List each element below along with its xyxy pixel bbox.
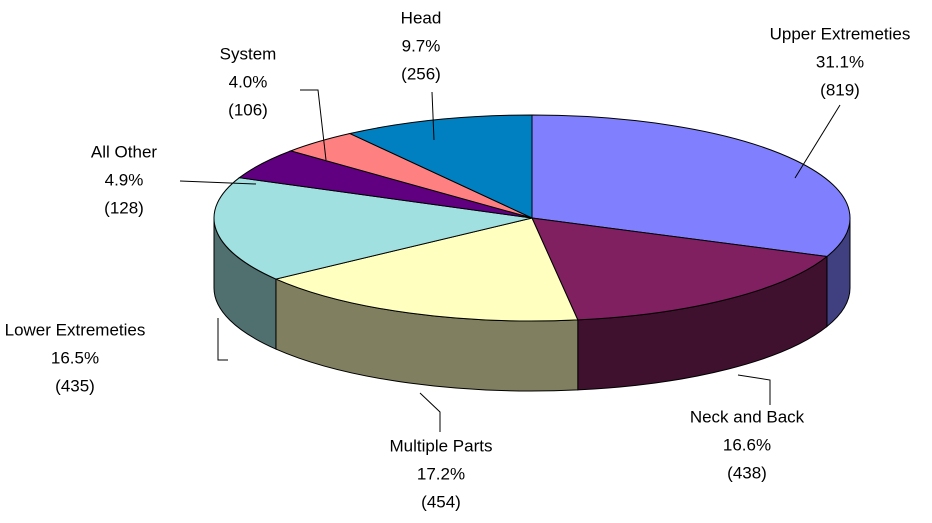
leader-line — [431, 91, 435, 141]
slice-label: Multiple Parts — [390, 436, 493, 455]
count-label: (438) — [727, 463, 767, 482]
slice-label: Neck and Back — [690, 407, 805, 426]
slice — [274, 217, 579, 322]
leader-line — [419, 392, 441, 432]
count-label: (256) — [401, 64, 441, 83]
slice — [213, 177, 533, 280]
count-label: (454) — [421, 492, 461, 511]
percent-label: 9.7% — [402, 36, 441, 55]
leader-line — [300, 89, 327, 161]
percent-label: 4.9% — [105, 170, 144, 189]
slice-label: All Other — [91, 142, 157, 161]
percent-label: 16.6% — [723, 435, 771, 454]
percent-label: 16.5% — [51, 348, 99, 367]
count-label: (106) — [228, 100, 268, 119]
slice — [531, 217, 829, 321]
count-label: (435) — [55, 376, 95, 395]
percent-label: 4.0% — [229, 72, 268, 91]
leader-line — [737, 374, 771, 405]
slice-label: System — [220, 44, 277, 63]
percent-label: 31.1% — [816, 52, 864, 71]
slice — [348, 114, 533, 219]
count-label: (128) — [104, 198, 144, 217]
count-label: (819) — [820, 80, 860, 99]
percent-label: 17.2% — [417, 464, 465, 483]
slice-label: Lower Extremeties — [5, 320, 146, 339]
leader-line — [217, 318, 228, 361]
leader-line — [794, 104, 841, 179]
slice-label: Upper Extremeties — [770, 24, 911, 43]
slice-label: Head — [401, 8, 442, 27]
slice — [531, 114, 851, 258]
leader-line — [179, 180, 257, 185]
